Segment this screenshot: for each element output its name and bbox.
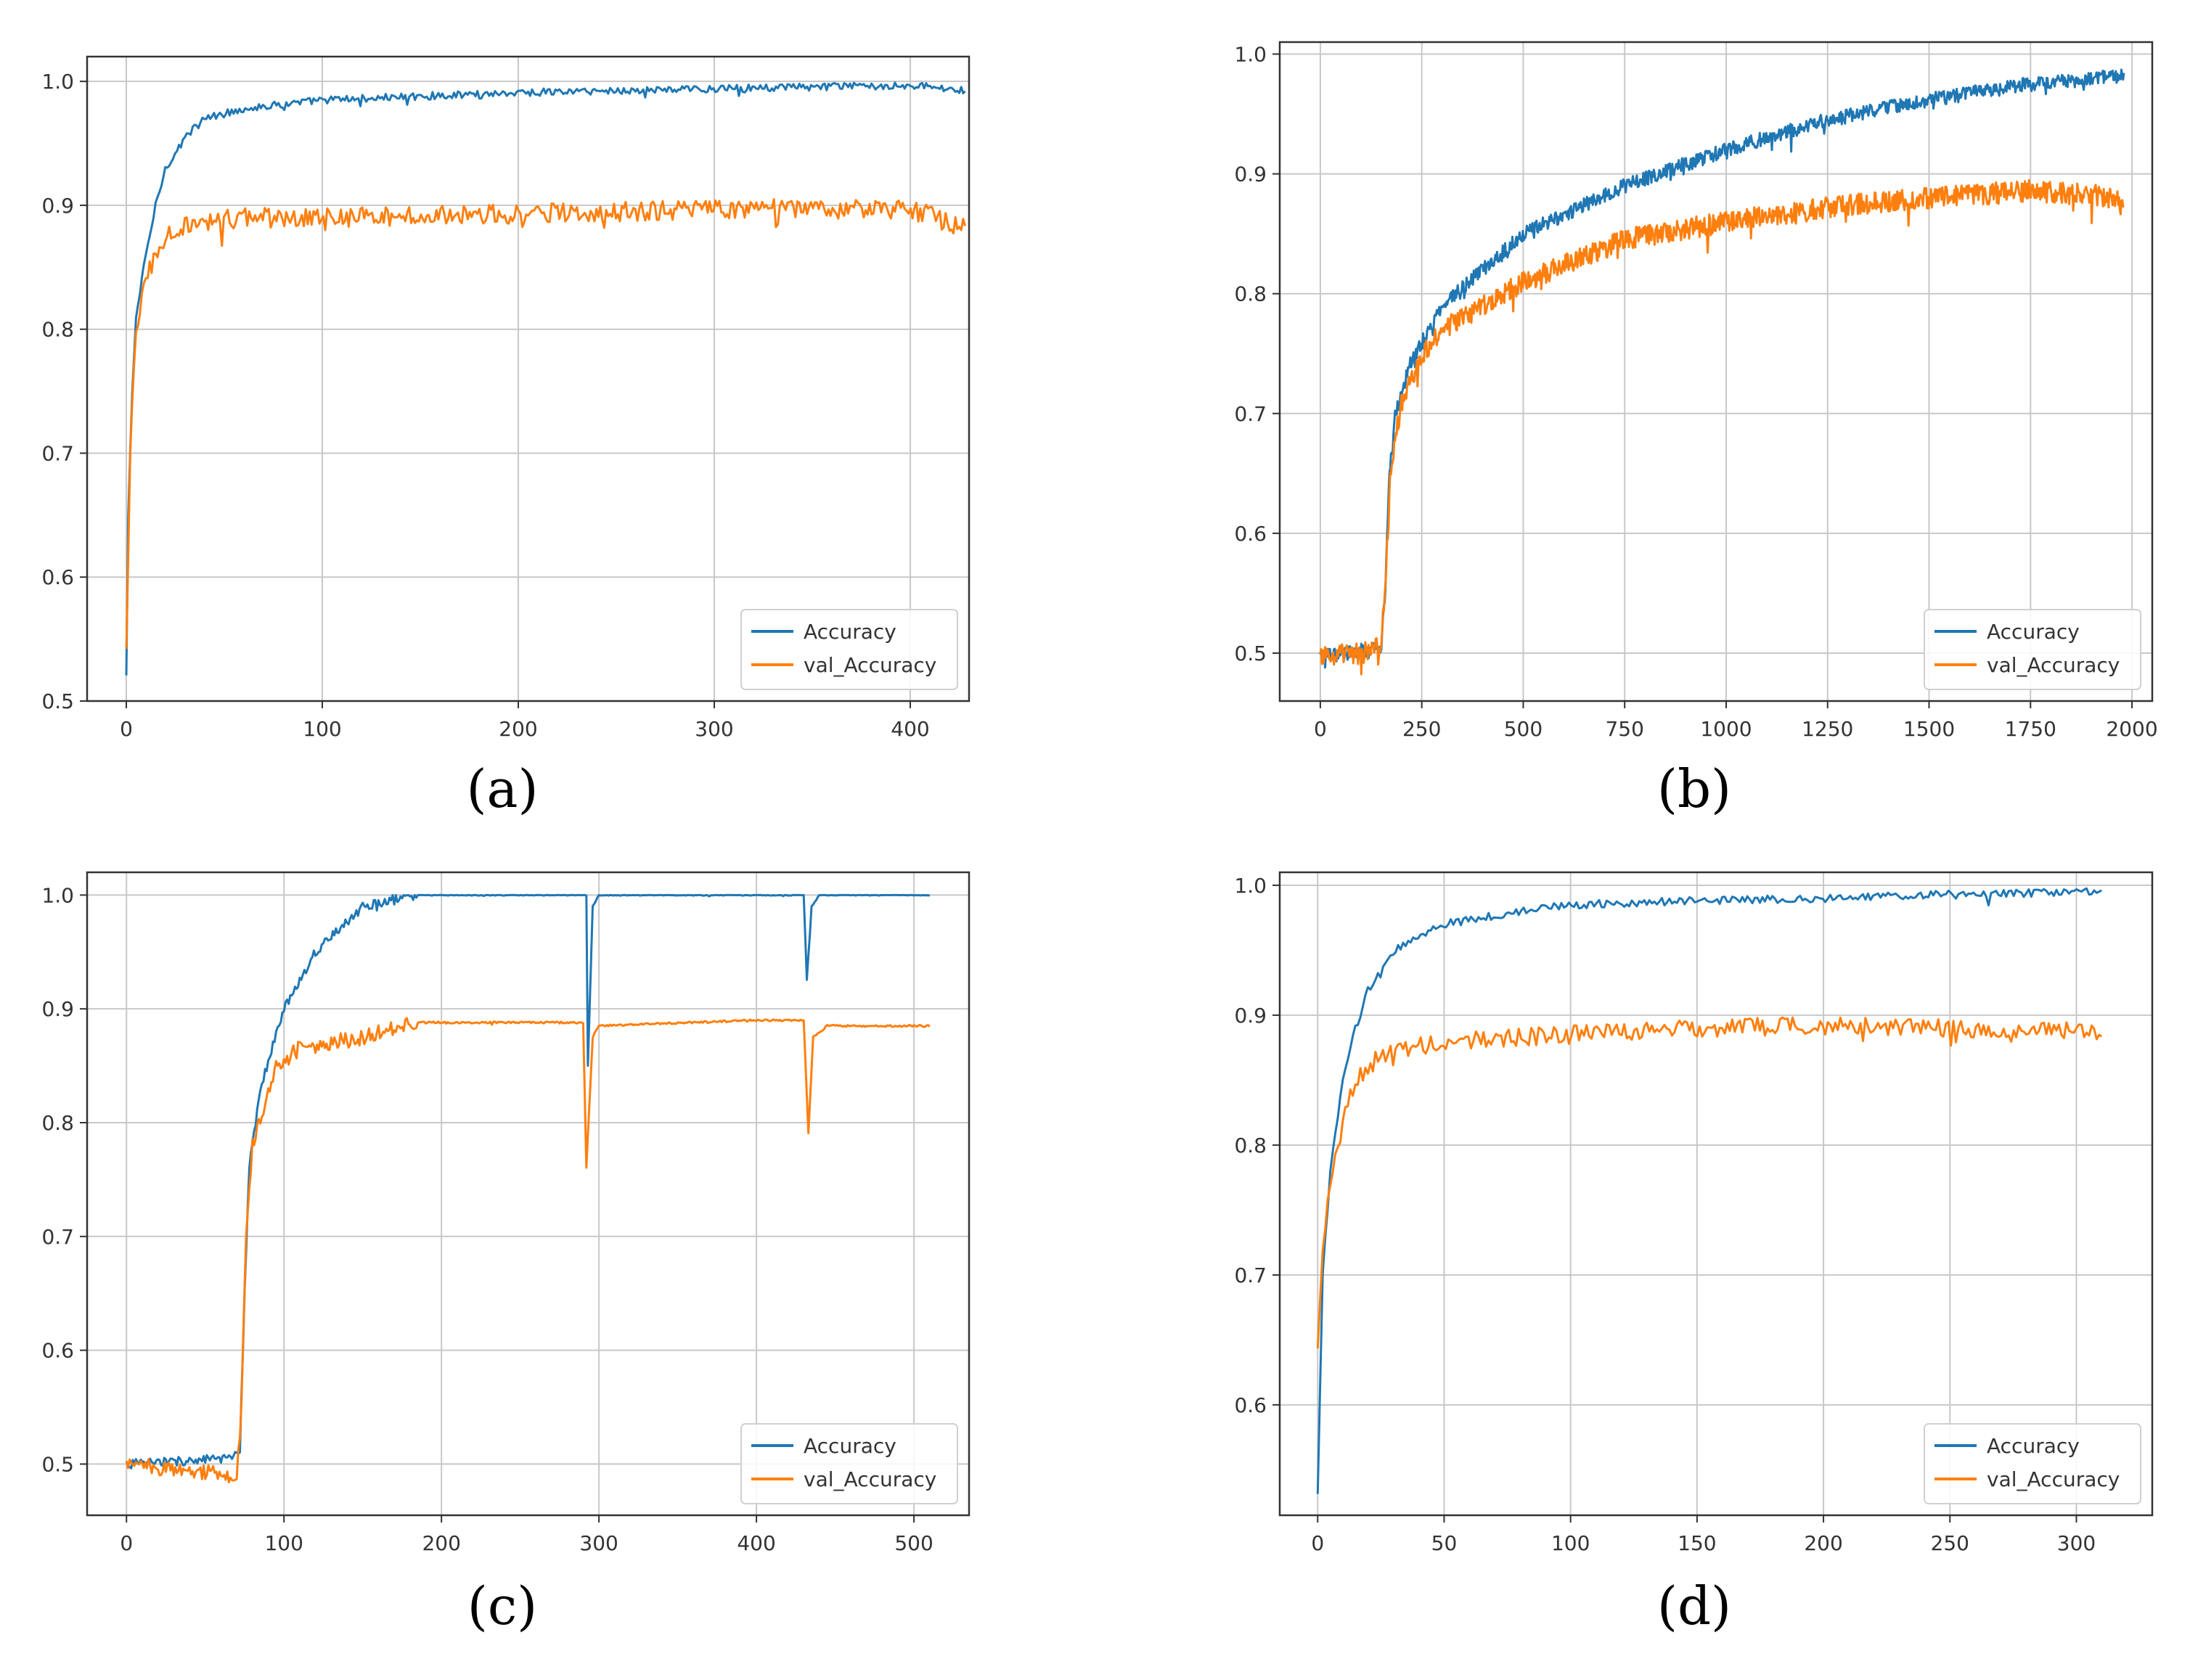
y-tick-label: 0.8 [1234, 282, 1267, 306]
x-tick-label: 400 [891, 717, 929, 741]
chart-panel-d: 0 50 100 150 200 250 300 0.6 0.7 0.8 0.9 1.0 Accurac… [1234, 871, 2154, 1636]
x-tick-label: 300 [2057, 1531, 2096, 1555]
y-tick-label: 0.6 [41, 565, 74, 589]
y-tick-label: 0.7 [1234, 1263, 1267, 1287]
axes-frame [86, 871, 971, 1517]
chart-panel-b: 0 250 500 750 1000 1250 1500 1750 2000 0.5 0.6 0.7 0… [1234, 41, 2158, 819]
series-line-val-accuracy [125, 198, 967, 650]
x-tick-label: 100 [1551, 1531, 1590, 1555]
x-tick-label: 1000 [1700, 717, 1752, 741]
y-tick-label: 0.8 [41, 318, 74, 342]
legend-label: val_Accuracy [1987, 653, 2120, 677]
series-line-accuracy [125, 893, 931, 1470]
y-tick-label: 0.6 [1234, 1393, 1267, 1417]
legend-label: Accuracy [1987, 1434, 2080, 1458]
x-tick-label: 300 [695, 717, 733, 741]
panel-caption: (c) [467, 1575, 538, 1636]
x-tick-label: 500 [1504, 717, 1543, 741]
series-line-val-accuracy [1316, 1016, 2103, 1349]
axes-frame [1278, 871, 2154, 1517]
y-tick-label: 0.9 [1234, 1004, 1267, 1028]
legend: Accuracy val_Accuracy [1924, 609, 2141, 690]
x-tick-label: 200 [1804, 1531, 1842, 1555]
y-tick-label: 0.7 [41, 1225, 74, 1249]
y-tick-label: 0.9 [1234, 163, 1267, 187]
y-tick-label: 0.8 [1234, 1134, 1267, 1157]
x-tick-label: 1500 [1903, 717, 1955, 741]
x-tick-label: 300 [579, 1531, 618, 1555]
series-line-val-accuracy [125, 1017, 931, 1483]
y-tick-label: 0.9 [41, 997, 74, 1021]
series-line-accuracy [125, 81, 966, 676]
legend-label: Accuracy [804, 1434, 896, 1458]
y-tick-label: 0.5 [41, 689, 74, 713]
x-tick-label: 50 [1431, 1531, 1458, 1555]
legend-box [740, 1423, 958, 1504]
y-tick-label: 0.6 [1234, 522, 1267, 546]
legend: Accuracy val_Accuracy [740, 609, 958, 690]
x-tick-label: 200 [422, 1531, 460, 1555]
x-tick-label: 100 [264, 1531, 303, 1555]
legend-label: val_Accuracy [804, 1467, 936, 1491]
legend-label: Accuracy [804, 620, 896, 644]
panel-caption: (b) [1657, 758, 1731, 819]
series-line-val-accuracy [1319, 179, 2125, 676]
x-tick-label: 100 [303, 717, 341, 741]
x-tick-label: 500 [894, 1531, 933, 1555]
x-tick-label: 0 [1314, 717, 1327, 741]
x-tick-label: 0 [120, 717, 133, 741]
chart-panel-a: 0 100 200 300 400 0.5 0.6 0.7 0.8 0.9 1.0 Accuracy v… [41, 55, 971, 819]
y-tick-label: 0.5 [41, 1452, 74, 1476]
x-tick-label: 400 [737, 1531, 775, 1555]
legend-label: val_Accuracy [804, 653, 936, 677]
y-tick-label: 1.0 [1234, 874, 1267, 898]
x-tick-label: 1750 [2005, 717, 2056, 741]
x-tick-label: 1250 [1802, 717, 1853, 741]
legend-box [1924, 609, 2141, 690]
panel-caption: (d) [1657, 1575, 1731, 1636]
y-tick-label: 0.5 [1234, 642, 1267, 665]
x-tick-label: 250 [1931, 1531, 1969, 1555]
x-tick-label: 0 [1311, 1531, 1324, 1555]
y-tick-label: 1.0 [41, 883, 74, 907]
legend: Accuracy val_Accuracy [1924, 1423, 2141, 1504]
legend-label: val_Accuracy [1987, 1467, 2120, 1491]
axes-frame [86, 55, 971, 702]
x-tick-label: 0 [120, 1531, 133, 1555]
x-tick-label: 150 [1678, 1531, 1716, 1555]
x-tick-label: 250 [1402, 717, 1441, 741]
y-tick-label: 1.0 [41, 70, 74, 94]
axes-frame [1278, 41, 2154, 702]
y-tick-label: 0.9 [41, 194, 74, 218]
legend-box [740, 609, 958, 690]
panel-caption: (a) [466, 758, 538, 819]
legend: Accuracy val_Accuracy [740, 1423, 958, 1504]
series-line-accuracy [1316, 887, 2102, 1494]
series-line-accuracy [1319, 68, 2125, 669]
y-tick-label: 0.7 [41, 441, 74, 465]
legend-label: Accuracy [1987, 620, 2080, 644]
y-tick-label: 0.6 [41, 1339, 74, 1363]
legend-box [1924, 1423, 2141, 1504]
x-tick-label: 750 [1605, 717, 1643, 741]
y-tick-label: 1.0 [1234, 43, 1267, 67]
x-tick-label: 200 [499, 717, 537, 741]
chart-panel-c: 0 100 200 300 400 500 0.5 0.6 0.7 0.8 0.9 1.0 Accura… [41, 871, 971, 1636]
x-tick-label: 2000 [2106, 717, 2157, 741]
y-tick-label: 0.8 [41, 1111, 74, 1135]
y-tick-label: 0.7 [1234, 402, 1267, 426]
